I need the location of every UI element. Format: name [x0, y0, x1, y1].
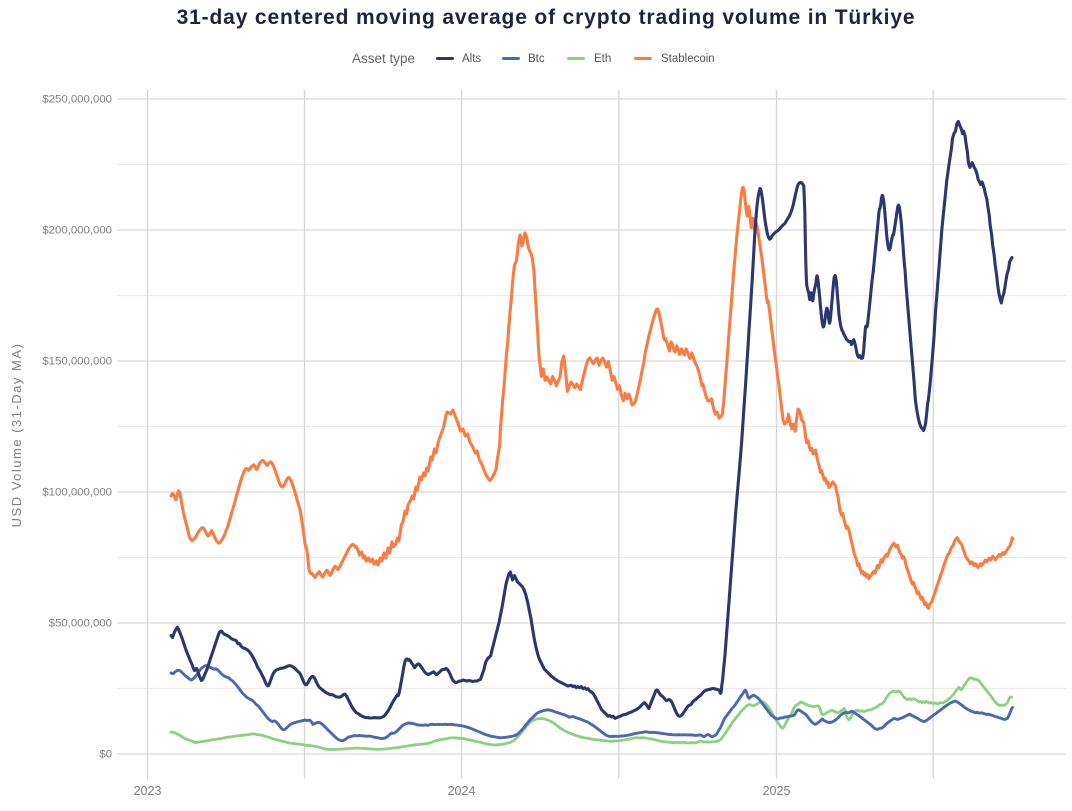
svg-text:$0: $0 — [99, 749, 112, 761]
svg-text:USD Volume (31-Day MA): USD Volume (31-Day MA) — [9, 343, 24, 528]
svg-text:2023: 2023 — [134, 784, 162, 798]
svg-text:2024: 2024 — [448, 784, 476, 798]
svg-text:2025: 2025 — [763, 784, 791, 798]
svg-text:$100,000,000: $100,000,000 — [42, 487, 112, 499]
svg-text:$150,000,000: $150,000,000 — [42, 356, 112, 368]
svg-text:$50,000,000: $50,000,000 — [49, 618, 112, 630]
svg-text:$250,000,000: $250,000,000 — [42, 94, 112, 106]
svg-text:$200,000,000: $200,000,000 — [42, 225, 112, 237]
